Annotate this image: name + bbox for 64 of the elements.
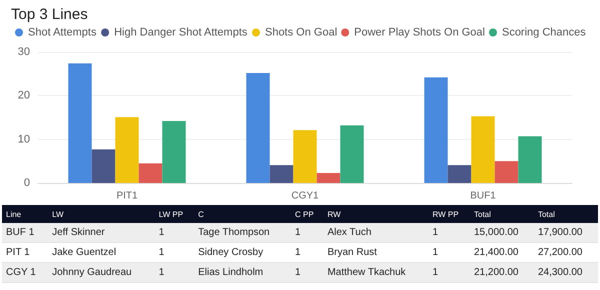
text: Bryan Rust xyxy=(323,242,428,262)
legend-label: Power Play Shots On Goal xyxy=(354,26,485,38)
text: 1 xyxy=(290,262,324,282)
text: PIT 1 xyxy=(2,242,48,262)
text: Jake Guentzel xyxy=(48,242,155,262)
x-tick-label: CGY1 xyxy=(291,190,320,202)
text: Jeff Skinner xyxy=(48,223,155,242)
bar xyxy=(270,165,294,183)
text: 1 xyxy=(154,242,194,262)
bar xyxy=(316,172,340,183)
text: 1 xyxy=(290,242,324,262)
text: Sidney Crosby xyxy=(194,242,291,262)
y-tick-label: 30 xyxy=(18,46,30,58)
bar xyxy=(92,149,116,183)
text: Line xyxy=(2,205,48,223)
text: 1 xyxy=(290,223,324,242)
text: 1 xyxy=(154,262,194,282)
x-tick-label: BUF1 xyxy=(470,190,496,202)
text: C xyxy=(194,205,291,223)
chart-title: Top 3 Lines xyxy=(11,6,88,23)
bar xyxy=(471,116,495,183)
text: 27,200.00 xyxy=(534,242,598,262)
bar xyxy=(115,117,139,183)
text: LW PP xyxy=(154,205,194,223)
y-tick-label: 0 xyxy=(24,177,30,189)
bar xyxy=(293,130,317,183)
text: Alex Tuch xyxy=(323,223,428,242)
text: 21,400.00 xyxy=(470,242,534,262)
text: Johnny Gaudreau xyxy=(48,262,155,282)
y-tick-label: 20 xyxy=(18,90,30,102)
text: 21,200.00 xyxy=(470,262,534,282)
text: RW xyxy=(323,205,428,223)
text: 17,900.00 xyxy=(534,223,598,242)
legend-label: High Danger Shot Attempts xyxy=(114,26,248,38)
text: RW PP xyxy=(428,205,470,223)
text: 1 xyxy=(428,223,470,242)
text: LW xyxy=(48,205,155,223)
text: 15,000.00 xyxy=(470,223,534,242)
text: Total xyxy=(470,205,534,223)
text: C PP xyxy=(290,205,324,223)
text: 1 xyxy=(428,242,470,262)
bar xyxy=(424,77,448,183)
bar xyxy=(162,120,186,183)
legend-label: Scoring Chances xyxy=(502,26,586,38)
bar xyxy=(448,165,472,183)
text: CGY 1 xyxy=(2,262,48,282)
x-tick-label: PIT1 xyxy=(116,190,138,202)
y-tick-label: 10 xyxy=(18,133,30,146)
text: Total xyxy=(534,205,598,223)
bar xyxy=(246,72,270,183)
text: Elias Lindholm xyxy=(194,262,291,282)
bar xyxy=(138,163,162,183)
legend-label: Shots On Goal xyxy=(264,26,338,38)
bar xyxy=(494,161,518,183)
bar xyxy=(340,125,364,183)
bar xyxy=(518,136,542,183)
text: 1 xyxy=(154,223,194,242)
text: BUF 1 xyxy=(2,223,48,242)
text: Tage Thompson xyxy=(194,223,291,242)
text: 24,300.00 xyxy=(534,262,598,282)
legend-label: Shot Attempts xyxy=(28,26,97,38)
text: Matthew Tkachuk xyxy=(323,262,428,282)
bar xyxy=(68,63,92,183)
text: 1 xyxy=(428,262,470,282)
